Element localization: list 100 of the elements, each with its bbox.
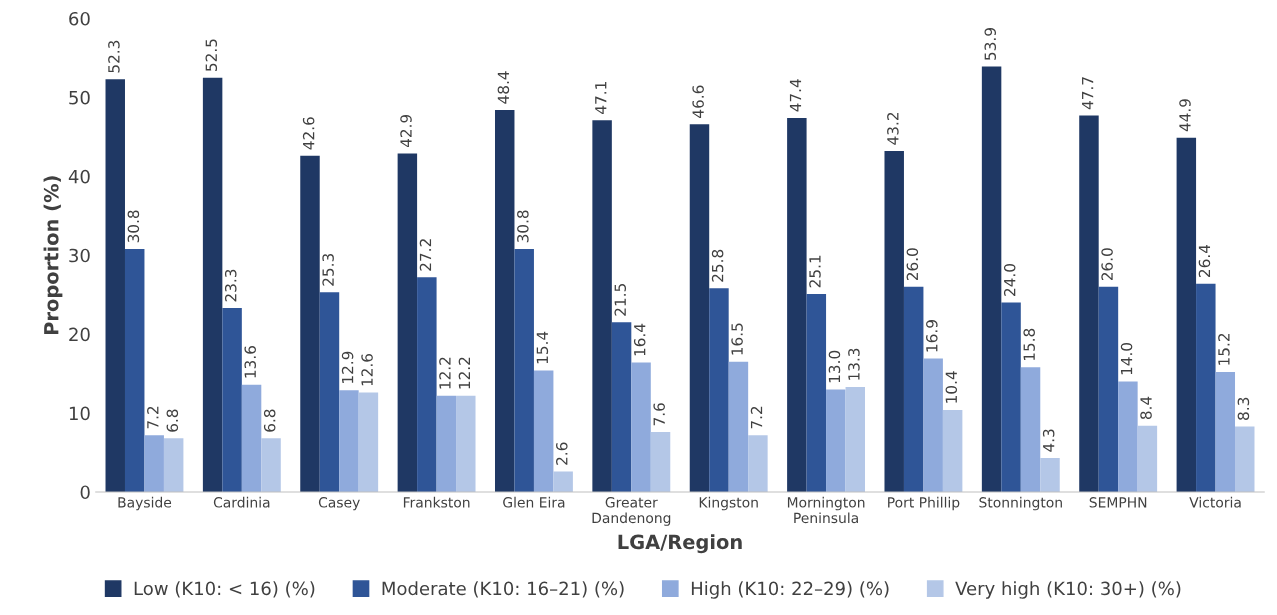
bar [903, 286, 924, 492]
data-label: 47.7 [1082, 77, 1094, 110]
bar [826, 389, 846, 492]
bar [105, 79, 125, 492]
x-tick-label: Mornington Peninsula [787, 496, 865, 524]
data-label: 21.5 [614, 284, 627, 316]
bar [923, 358, 943, 492]
bar [202, 77, 223, 492]
data-label: 42.9 [400, 114, 412, 148]
x-tick-label: Cardinia [213, 496, 270, 508]
data-label: 30.8 [127, 210, 140, 243]
data-label: 16.4 [633, 323, 646, 356]
bar [1040, 458, 1060, 492]
bar [806, 293, 827, 492]
bar [397, 153, 418, 492]
data-label: 12.9 [341, 351, 354, 383]
bar [417, 277, 437, 492]
x-tick-label: Greater Dandenong [592, 497, 671, 526]
bar [592, 120, 612, 492]
data-label: 26.4 [1198, 244, 1211, 277]
y-tick-label: 40 [68, 169, 90, 184]
data-label: 6.8 [263, 409, 276, 432]
bar [1196, 283, 1216, 492]
data-label: 44.9 [1179, 99, 1191, 132]
data-label: 6.8 [166, 409, 179, 432]
data-label: 26.0 [906, 248, 919, 281]
bar [222, 308, 242, 492]
data-label: 13.0 [828, 350, 841, 383]
bar [787, 117, 807, 492]
x-tick-label: Victoria [1189, 496, 1241, 508]
bar [1118, 381, 1138, 492]
bar [1020, 367, 1041, 492]
y-tick-label: 60 [69, 11, 90, 26]
data-label: 16.9 [926, 320, 938, 352]
x-tick-label: Frankston [403, 496, 470, 508]
bar [144, 435, 164, 492]
data-label: 12.6 [361, 353, 373, 386]
legend-label: Low (K10: < 16) (%) [134, 581, 315, 598]
data-label: 4.3 [1042, 429, 1055, 452]
x-axis-title: LGA/Region [618, 534, 742, 554]
x-tick-label: Kingston [699, 496, 758, 511]
data-label: 2.6 [556, 442, 568, 465]
data-label: 12.2 [458, 357, 470, 389]
bar [1176, 137, 1197, 492]
data-label: 15.8 [1023, 328, 1035, 361]
data-label: 12.2 [439, 357, 451, 389]
bar [611, 322, 632, 492]
bar [553, 471, 573, 492]
data-label: 46.6 [692, 85, 704, 118]
bar [495, 110, 515, 492]
bar [533, 370, 554, 492]
y-tick-label: 20 [69, 327, 90, 342]
data-label: 25.3 [322, 253, 334, 286]
data-label: 7.6 [653, 403, 665, 426]
data-label: 43.2 [887, 113, 899, 145]
data-label: 52.5 [205, 39, 218, 71]
data-label: 48.4 [497, 71, 510, 104]
bar [339, 390, 359, 492]
data-label: 25.8 [711, 249, 724, 282]
x-tick-label: Casey [318, 497, 360, 511]
bar [650, 432, 671, 492]
data-label: 10.4 [945, 371, 958, 403]
y-axis-title: Proportion (%) [43, 176, 63, 335]
bar [241, 384, 262, 492]
data-label: 52.3 [108, 40, 120, 73]
bar [1215, 372, 1236, 492]
data-label: 15.4 [536, 331, 549, 364]
data-label: 13.6 [244, 346, 256, 378]
data-label: 53.9 [984, 28, 997, 60]
bar [456, 395, 476, 492]
x-tick-label: Bayside [118, 496, 172, 511]
bar [942, 409, 963, 492]
bar [709, 288, 729, 492]
y-tick-label: 50 [69, 90, 90, 105]
bar [845, 387, 866, 492]
data-label: 30.8 [517, 210, 529, 243]
y-tick-label: 0 [80, 485, 90, 500]
data-label: 47.1 [595, 82, 607, 114]
bar [1079, 115, 1099, 492]
data-label: 42.6 [302, 117, 315, 150]
bar [728, 361, 749, 492]
bar [1098, 286, 1119, 492]
data-label: 23.3 [224, 269, 237, 302]
legend-label: High (K10: 22–29) (%) [691, 581, 889, 599]
x-tick-label: Port Phillip [888, 496, 960, 511]
bar [1235, 426, 1255, 492]
y-tick-label: 10 [69, 406, 90, 421]
data-label: 7.2 [750, 406, 763, 429]
bar [514, 248, 534, 492]
bar [358, 392, 379, 492]
x-tick-label: Stonnington [979, 496, 1062, 511]
data-label: 27.2 [419, 239, 432, 271]
bar [319, 292, 340, 492]
data-label: 15.2 [1218, 333, 1230, 365]
data-label: 8.4 [1140, 396, 1152, 420]
data-label: 47.4 [789, 79, 802, 112]
data-label: 26.0 [1101, 248, 1113, 281]
bar [981, 66, 1002, 492]
bar [1001, 302, 1021, 492]
data-label: 14.0 [1120, 342, 1133, 375]
